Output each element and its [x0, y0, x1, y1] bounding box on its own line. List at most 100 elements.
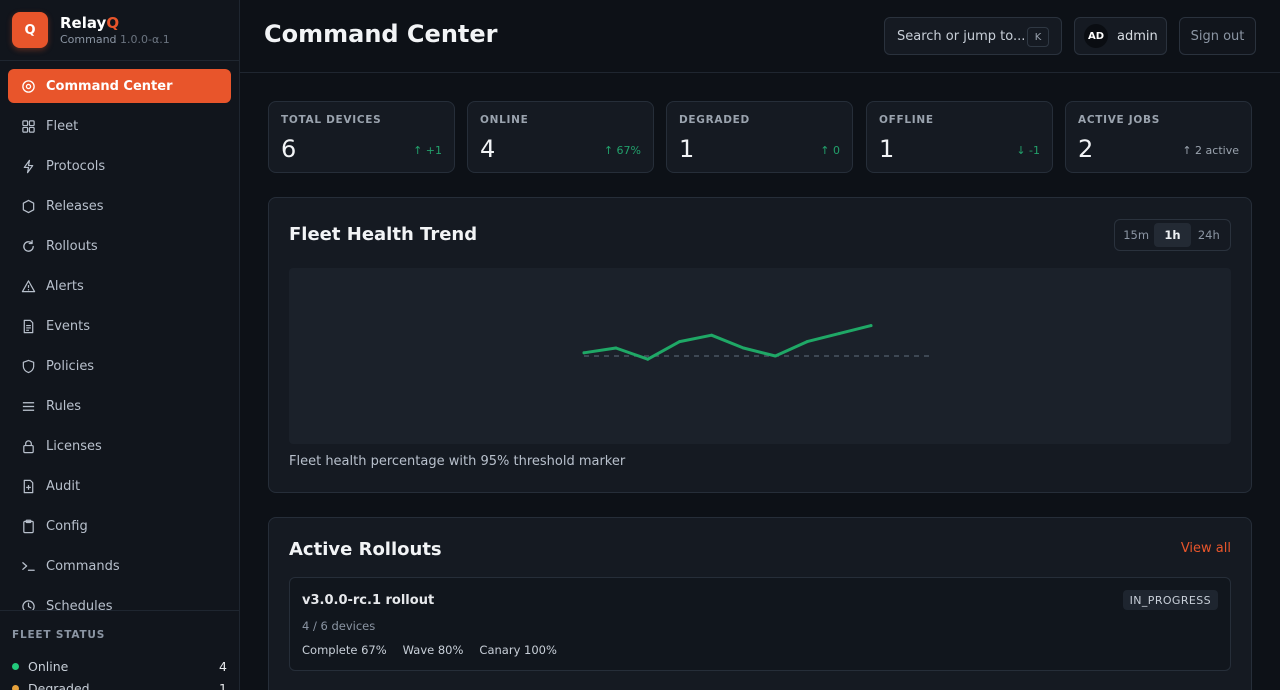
view-all-link[interactable]: View all: [1180, 541, 1231, 556]
brand: Q RelayQ Command 1.0.0-α.1: [0, 0, 239, 61]
stat-card-degraded: DEGRADED 1 ↑ 0: [666, 101, 853, 173]
sidebar-item-commands[interactable]: Commands: [8, 549, 231, 583]
data-point: [805, 340, 809, 344]
status-dot-icon: [12, 684, 19, 690]
target-icon: [20, 78, 36, 94]
rollout-item[interactable]: v3.0.0-rc.1 rollout IN_PROGRESS 4 / 6 de…: [289, 577, 1231, 671]
main-content: Command Center Search or jump to... K AD…: [240, 0, 1280, 690]
sidebar-item-label: Command Center: [46, 78, 173, 94]
sidebar-item-licenses[interactable]: Licenses: [8, 429, 231, 463]
active-rollouts-card: Active Rollouts View all v3.0.0-rc.1 rol…: [268, 517, 1252, 690]
fleet-health-title: Fleet Health Trend: [289, 224, 478, 245]
avatar: AD: [1084, 24, 1108, 48]
brand-logo[interactable]: Q: [12, 12, 48, 48]
stat-delta: ↑ +1: [413, 144, 442, 157]
sign-out-button[interactable]: Sign out: [1179, 17, 1256, 55]
clock-icon: [20, 598, 36, 610]
rollout-metric: Canary 100%: [479, 643, 557, 657]
sidebar-item-label: Licenses: [46, 438, 102, 454]
fleet-health-chart: [289, 268, 1231, 444]
range-button-24h[interactable]: 24h: [1197, 228, 1220, 242]
fleet-status-row: Online 4: [12, 655, 227, 677]
data-point: [741, 346, 745, 350]
search-label: Search or jump to...: [897, 28, 1026, 44]
stat-card-offline: OFFLINE 1 ↓ -1: [866, 101, 1053, 173]
sidebar-item-schedules[interactable]: Schedules: [8, 589, 231, 610]
sidebar-item-label: Rollouts: [46, 238, 98, 254]
stat-value: 2: [1078, 135, 1094, 163]
sidebar-item-fleet[interactable]: Fleet: [8, 109, 231, 143]
document-icon: [20, 318, 36, 334]
stat-value: 1: [879, 135, 895, 163]
stat-delta: ↑ 0: [820, 144, 840, 157]
sidebar-item-releases[interactable]: Releases: [8, 189, 231, 223]
brand-name-main: Relay: [60, 13, 107, 32]
sidebar-item-audit[interactable]: Audit: [8, 469, 231, 503]
brand-name: RelayQ: [60, 14, 170, 32]
stat-label: DEGRADED: [679, 114, 750, 126]
page-title: Command Center: [264, 20, 498, 48]
search-button[interactable]: Search or jump to... K: [884, 17, 1062, 55]
sidebar-item-events[interactable]: Events: [8, 309, 231, 343]
status-dot-icon: [12, 662, 19, 670]
user-name: admin: [1117, 28, 1158, 44]
stat-card-online: ONLINE 4 ↑ 67%: [467, 101, 654, 173]
fleet-health-card: Fleet Health Trend 15m 1h 24h Fleet health…: [268, 197, 1252, 493]
fleet-status: FLEET STATUS Online 4 Degraded 1: [0, 610, 239, 690]
chart-caption: Fleet health percentage with 95% thresho…: [289, 454, 626, 469]
brand-version: 1.0.0-α.1: [120, 32, 170, 46]
sidebar-item-command-center[interactable]: Command Center: [8, 69, 231, 103]
sidebar-item-label: Rules: [46, 398, 82, 414]
stat-label: TOTAL DEVICES: [281, 114, 382, 126]
list-icon: [20, 398, 36, 414]
data-point: [646, 357, 650, 361]
terminal-icon: [20, 558, 36, 574]
range-button-1h[interactable]: 1h: [1154, 223, 1191, 247]
bolt-icon: [20, 158, 36, 174]
user-menu-button[interactable]: AD admin: [1074, 17, 1167, 55]
time-range-selector: 15m 1h 24h: [1114, 219, 1231, 251]
fleet-status-label: Online: [28, 658, 69, 674]
stat-value: 4: [480, 135, 496, 163]
range-button-15m[interactable]: 15m: [1123, 228, 1150, 242]
sidebar-item-rules[interactable]: Rules: [8, 389, 231, 423]
data-point: [678, 340, 682, 344]
shield-icon: [20, 358, 36, 374]
hexagon-icon: [20, 198, 36, 214]
stat-value: 1: [679, 135, 695, 163]
fleet-status-row: Degraded 1: [12, 677, 227, 690]
sidebar-item-rollouts[interactable]: Rollouts: [8, 229, 231, 263]
refresh-icon: [20, 238, 36, 254]
sidebar-item-label: Protocols: [46, 158, 106, 174]
fleet-status-label: Degraded: [28, 680, 90, 690]
sidebar-item-label: Commands: [46, 558, 120, 574]
grid-icon: [20, 118, 36, 134]
sidebar-item-config[interactable]: Config: [8, 509, 231, 543]
sidebar-item-label: Events: [46, 318, 91, 334]
fleet-health-chart-svg: [582, 324, 931, 361]
sidebar-item-label: Config: [46, 518, 88, 534]
sidebar-item-protocols[interactable]: Protocols: [8, 149, 231, 183]
brand-name-accent: Q: [106, 13, 120, 32]
sidebar-item-label: Fleet: [46, 118, 79, 134]
rollout-devices: 4 / 6 devices: [302, 619, 376, 633]
fleet-status-count: 4: [219, 658, 227, 674]
brand-text: RelayQ Command 1.0.0-α.1: [60, 14, 170, 47]
data-point: [869, 324, 873, 328]
sidebar-item-alerts[interactable]: Alerts: [8, 269, 231, 303]
stat-value: 6: [281, 135, 297, 163]
sidebar-item-policies[interactable]: Policies: [8, 349, 231, 383]
stat-label: ACTIVE JOBS: [1078, 114, 1160, 126]
sidebar-nav: Command Center Fleet Protocols Releases Roll…: [8, 69, 231, 610]
rollout-metric: Complete 67%: [302, 643, 387, 657]
sidebar-item-label: Alerts: [46, 278, 84, 294]
file-plus-icon: [20, 478, 36, 494]
fleet-status-count: 1: [219, 680, 227, 690]
fleet-status-rows: Online 4 Degraded 1: [12, 655, 227, 690]
data-point: [582, 351, 586, 355]
stat-label: OFFLINE: [879, 114, 934, 126]
search-shortcut: K: [1027, 27, 1049, 47]
rollout-name: v3.0.0-rc.1 rollout: [302, 593, 435, 608]
sidebar-item-label: Schedules: [46, 598, 113, 611]
